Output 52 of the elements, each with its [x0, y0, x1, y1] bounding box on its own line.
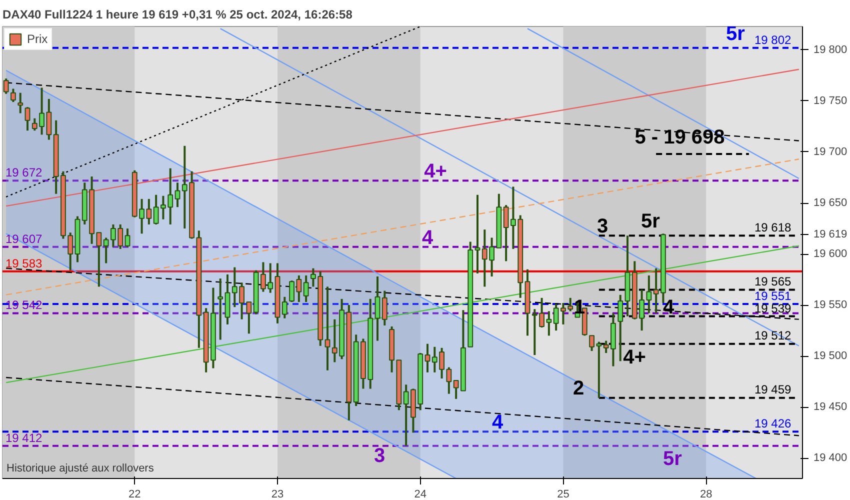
y-tick-label: 19 619 [814, 228, 848, 241]
x-tick-label: 23 [271, 488, 284, 500]
annotation: 5r [726, 22, 746, 45]
annotation: 19 539 [754, 301, 792, 316]
annotation: 19 426 [754, 416, 792, 431]
candlestick [446, 366, 452, 395]
annotation: 4+ [623, 346, 646, 368]
x-tick-label: 28 [700, 488, 712, 500]
annotation: 19 672 [6, 166, 43, 180]
legend-label: Prix [27, 32, 48, 46]
annotation: 5 - 19 698 [634, 126, 725, 148]
annotation: 19 607 [6, 232, 43, 246]
annotation: Historique ajusté aux rollovers [6, 462, 154, 474]
y-tick-label: 19 500 [814, 350, 848, 362]
y-tick-label: 19 700 [814, 146, 848, 158]
annotation: 3 [374, 444, 386, 467]
annotation: 19 412 [6, 430, 43, 445]
annotation: 19 459 [754, 382, 792, 396]
annotation: 19 618 [754, 220, 792, 234]
annotation: 5r [663, 448, 682, 470]
annotation: 19 512 [754, 328, 792, 342]
candlestick [374, 275, 380, 342]
annotation: 5r [641, 210, 660, 232]
x-tick-label: 25 [557, 488, 570, 500]
candlestick [218, 278, 224, 341]
candlestick [324, 286, 330, 372]
y-tick-label: 19 450 [814, 401, 848, 414]
x-tick-label: 22 [128, 488, 141, 500]
annotation: 3 [596, 216, 608, 238]
annotation: 19 565 [754, 274, 792, 288]
annotation: 19 551 [754, 289, 792, 304]
annotation: 4 [492, 412, 504, 434]
y-tick-label: 19 750 [814, 94, 848, 107]
candlestick [303, 274, 309, 303]
candlestick [618, 294, 624, 362]
annotation: 19 583 [6, 256, 43, 270]
candlestick [382, 290, 388, 326]
candlestick [474, 194, 480, 274]
annotation: 2 [572, 378, 584, 400]
annotation: 4 [422, 226, 434, 249]
y-tick-label: 19 400 [814, 452, 848, 464]
y-tick-label: 19 650 [814, 197, 848, 210]
chart-title: DAX40 Full1224 1 heure 19 619 +0,31 % 25 oct. 2024, 16:26:58 [2, 8, 353, 22]
candlestick [424, 342, 430, 374]
y-tick-label: 19 600 [814, 248, 848, 260]
annotation: 19 802 [754, 32, 792, 47]
candlestick [174, 182, 180, 208]
x-tick-label: 24 [414, 488, 426, 500]
candlestick [282, 296, 288, 320]
annotation: 4+ [424, 160, 447, 183]
y-tick-label: 19 550 [814, 299, 848, 312]
y-tick-label: 19 800 [814, 44, 848, 56]
